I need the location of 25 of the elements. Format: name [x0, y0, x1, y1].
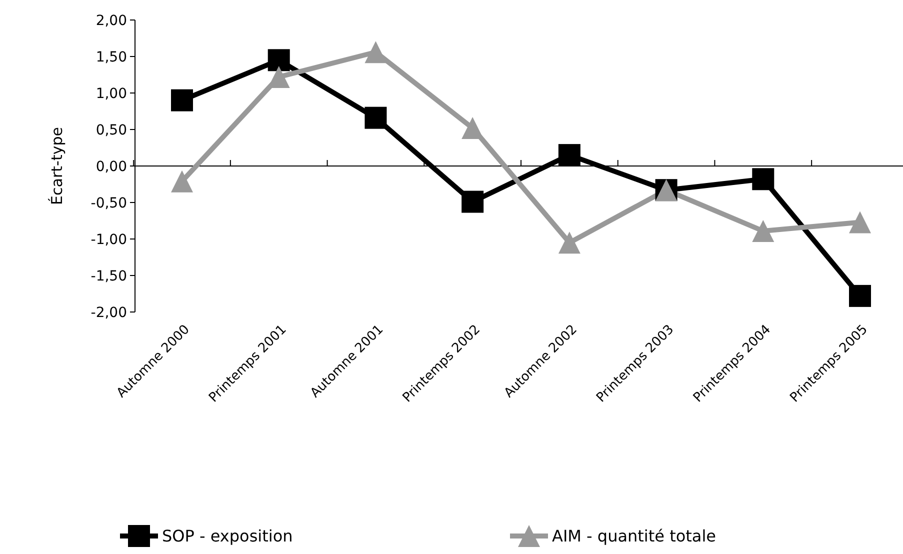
point	[268, 49, 290, 72]
y-tick-label: 0,50	[96, 122, 127, 138]
y-tick-label: 1,50	[96, 49, 127, 66]
point	[752, 220, 774, 242]
point	[462, 117, 484, 140]
point	[849, 211, 871, 234]
y-axis-title: Écart-type	[48, 127, 66, 205]
y-tick-label: -2,00	[90, 304, 127, 321]
y-tick-label: -1,50	[90, 268, 127, 284]
point	[364, 41, 387, 64]
y-tick-label: 0,00	[96, 158, 127, 175]
point	[752, 168, 774, 190]
point	[364, 106, 387, 129]
point	[171, 89, 193, 112]
point	[558, 232, 580, 254]
point	[849, 284, 871, 307]
legend-label: AIM - quantité totale	[552, 526, 716, 546]
y-tick-label: 1,00	[96, 86, 127, 102]
legend-label: SOP - exposition	[162, 526, 293, 546]
point	[171, 170, 193, 192]
point	[462, 190, 484, 213]
y-tick-label: 2,00	[96, 12, 127, 29]
point	[558, 144, 580, 166]
y-tick-label: -0,50	[90, 195, 127, 212]
y-tick-label: -1,00	[90, 232, 127, 248]
